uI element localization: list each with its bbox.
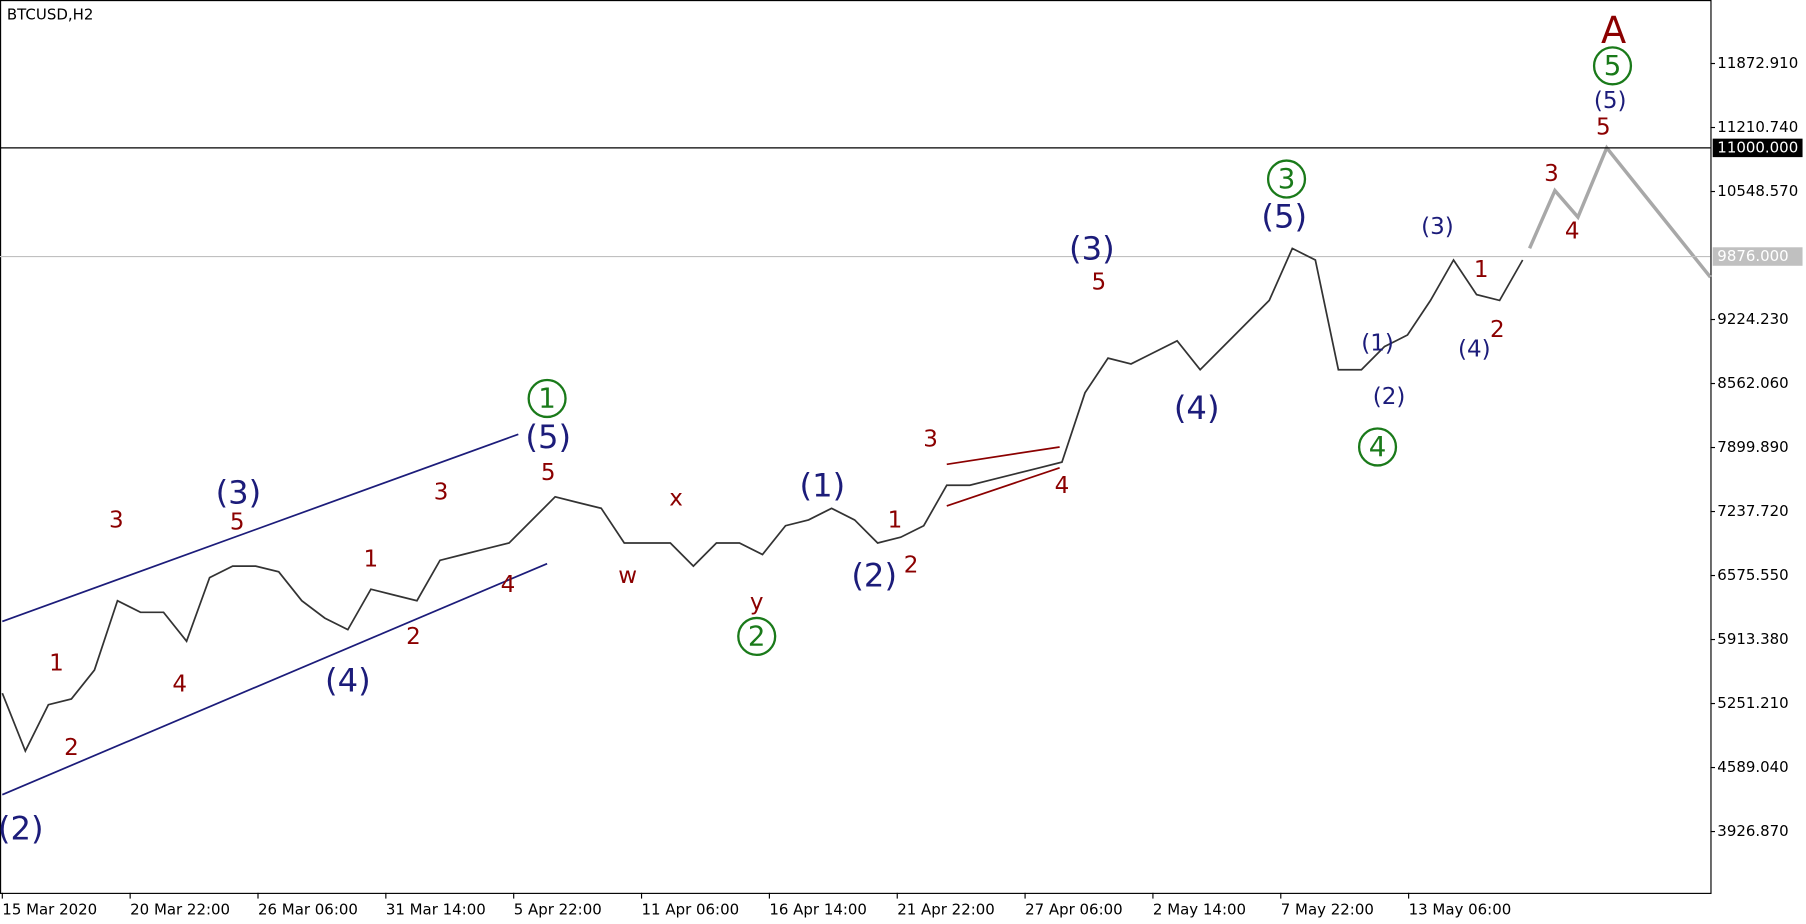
x-tick-label: 16 Apr 14:00 xyxy=(769,901,867,919)
wave-circle xyxy=(1592,46,1633,86)
wave-label: x xyxy=(669,485,683,511)
wave-label: 2 xyxy=(1490,317,1505,343)
wave-label: 3 xyxy=(1544,161,1559,187)
wave-label: 1 xyxy=(49,651,64,677)
x-tick-label: 5 Apr 22:00 xyxy=(514,901,602,919)
channel xyxy=(1,433,548,796)
y-tick-label: 8562.060 xyxy=(1717,374,1788,392)
wave-label: (2) xyxy=(1373,384,1406,410)
wave-label: 3 xyxy=(434,480,449,506)
x-tick-label: 13 May 06:00 xyxy=(1409,901,1512,919)
wave-circle xyxy=(1357,427,1398,467)
wave-label: w xyxy=(618,563,637,589)
wave-label: (2) xyxy=(851,556,897,594)
wave-circle xyxy=(527,378,567,419)
wave-label: 1 xyxy=(364,547,379,573)
y-tick-label: 10548.570 xyxy=(1717,182,1798,200)
plot-frame xyxy=(0,0,1712,894)
x-tick-label: 27 Apr 06:00 xyxy=(1025,901,1123,919)
wave-label: 4 xyxy=(1055,473,1070,499)
wave-label: 1 xyxy=(538,382,556,415)
y-tick-label: 11210.740 xyxy=(1717,118,1798,136)
y-tick-label: 5251.210 xyxy=(1717,694,1788,712)
wave-label: 1 xyxy=(1474,257,1489,283)
wave-label: (4) xyxy=(1174,389,1220,427)
y-tick-label: 3926.870 xyxy=(1717,822,1788,840)
wave-label: 4 xyxy=(172,671,187,697)
wave-label: (1) xyxy=(800,466,846,504)
wave-label: 4 xyxy=(501,572,516,598)
level-box xyxy=(1712,138,1803,158)
wave-label: (3) xyxy=(216,473,262,511)
wave-label: (4) xyxy=(325,662,371,700)
wave-label: 2 xyxy=(64,735,79,761)
wave-label: 5 xyxy=(1596,115,1611,141)
wave-label: 5 xyxy=(1604,49,1622,82)
projection xyxy=(1527,144,1712,279)
wave-label: (4) xyxy=(1458,336,1491,362)
x-tick-label: 31 Mar 14:00 xyxy=(386,901,486,919)
x-tick-label: 11 Apr 06:00 xyxy=(642,901,740,919)
wave-label: 3 xyxy=(109,507,124,533)
y-tick-label: 7899.890 xyxy=(1717,438,1788,456)
y-tick-label: 11872.910 xyxy=(1717,54,1798,72)
wave-label: 4 xyxy=(1565,219,1580,245)
wave-label: 2 xyxy=(406,624,421,650)
wave-circle xyxy=(1266,159,1307,199)
wave-label: (5) xyxy=(1261,197,1307,235)
wave-label: 1 xyxy=(888,507,903,533)
triangle xyxy=(946,446,1060,507)
wave-label: (5) xyxy=(1594,88,1627,114)
y-tick-label: 9224.230 xyxy=(1717,310,1788,328)
level-label: 9876.000 xyxy=(1717,247,1788,265)
x-tick-label: 15 Mar 2020 xyxy=(2,901,97,919)
wave-label: (5) xyxy=(525,418,571,456)
chart-title: BTCUSD,H2 xyxy=(7,6,93,24)
level-label: 11000.000 xyxy=(1717,138,1798,156)
x-tick-label: 26 Mar 06:00 xyxy=(258,901,358,919)
wave-label: 3 xyxy=(923,427,938,453)
level-box xyxy=(1712,247,1803,266)
wave-label: 4 xyxy=(1369,430,1387,463)
wave-label: 2 xyxy=(748,620,766,653)
wave-label: (3) xyxy=(1069,230,1115,268)
wave-label: (3) xyxy=(1421,214,1454,240)
wave-label: 5 xyxy=(541,460,556,486)
wave-label: (1) xyxy=(1361,331,1394,357)
wave-label: 2 xyxy=(904,552,919,578)
y-tick-label: 6575.550 xyxy=(1717,566,1788,584)
y-tick-label: 5913.380 xyxy=(1717,630,1788,648)
x-tick-label: 20 Mar 22:00 xyxy=(130,901,230,919)
wave-label: y xyxy=(750,589,764,615)
wave-label: (2) xyxy=(0,809,44,847)
wave-label: A xyxy=(1601,9,1626,52)
wave-label: 5 xyxy=(1091,269,1106,295)
price-line xyxy=(1,247,1524,754)
x-tick-label: 2 May 14:00 xyxy=(1153,901,1246,919)
wave-label: 5 xyxy=(230,510,245,536)
y-tick-label: 4589.040 xyxy=(1717,758,1788,776)
wave-circle xyxy=(737,616,777,657)
wave-label: 3 xyxy=(1278,162,1296,195)
y-tick-label: 7237.720 xyxy=(1717,502,1788,520)
x-tick-label: 7 May 22:00 xyxy=(1281,901,1374,919)
x-tick-label: 21 Apr 22:00 xyxy=(897,901,995,919)
